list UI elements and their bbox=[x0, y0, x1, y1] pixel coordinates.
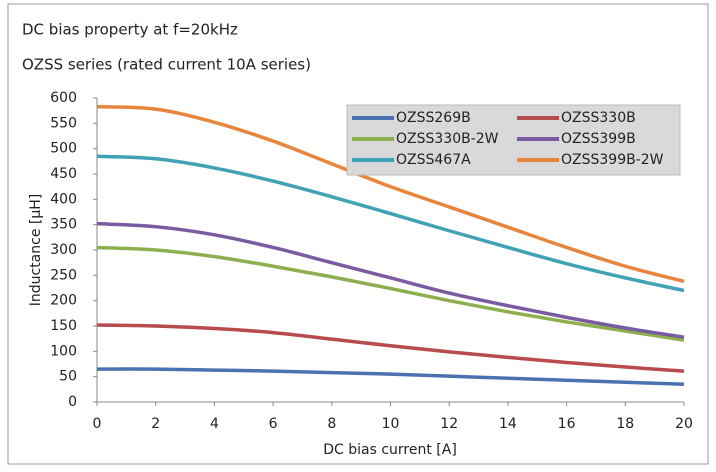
legend-label: OZSS399B bbox=[561, 131, 636, 147]
series-line bbox=[96, 367, 685, 387]
y-tick-label: 500 bbox=[50, 141, 77, 157]
chart-subtitle: OZSS series (rated current 10A series) bbox=[22, 56, 311, 74]
x-tick-label: 4 bbox=[210, 416, 219, 432]
y-tick-label: 150 bbox=[50, 318, 77, 334]
x-tick-label: 18 bbox=[616, 416, 634, 432]
x-axis-label: DC bias current [A] bbox=[323, 442, 457, 458]
legend-label: OZSS330B bbox=[561, 110, 636, 126]
y-tick-label: 100 bbox=[50, 343, 77, 359]
x-tick-label: 10 bbox=[382, 416, 400, 432]
x-tick-label: 20 bbox=[675, 416, 693, 432]
series-line bbox=[96, 245, 685, 342]
chart-title: DC bias property at f=20kHz bbox=[22, 21, 238, 39]
legend-label: OZSS467A bbox=[396, 152, 471, 168]
y-tick-label: 50 bbox=[59, 369, 77, 385]
x-tick-label: 12 bbox=[440, 416, 458, 432]
x-tick-label: 0 bbox=[93, 416, 102, 432]
series-line bbox=[96, 323, 685, 373]
y-tick-label: 450 bbox=[50, 166, 77, 182]
series-line bbox=[96, 104, 685, 284]
x-tick-label: 16 bbox=[558, 416, 576, 432]
legend-box bbox=[346, 104, 681, 176]
x-tick-label: 2 bbox=[151, 416, 160, 432]
y-tick-label: 400 bbox=[50, 191, 77, 207]
frame bbox=[7, 3, 709, 465]
x-tick-label: 14 bbox=[499, 416, 517, 432]
y-tick-label: 600 bbox=[50, 90, 77, 106]
y-tick-label: 200 bbox=[50, 293, 77, 309]
y-tick-label: 550 bbox=[50, 115, 77, 131]
legend-label: OZSS269B bbox=[396, 110, 471, 126]
y-tick-label: 0 bbox=[68, 394, 77, 410]
y-tick-label: 250 bbox=[50, 267, 77, 283]
y-tick-label: 350 bbox=[50, 217, 77, 233]
y-tick-label: 300 bbox=[50, 242, 77, 258]
legend-label: OZSS330B-2W bbox=[396, 131, 499, 147]
legend-label: OZSS399B-2W bbox=[561, 152, 664, 168]
series-line bbox=[96, 221, 685, 339]
series-line bbox=[96, 154, 685, 293]
x-tick-label: 8 bbox=[327, 416, 336, 432]
y-axis-label: Inductance [μH] bbox=[28, 194, 44, 307]
x-tick-label: 6 bbox=[269, 416, 278, 432]
